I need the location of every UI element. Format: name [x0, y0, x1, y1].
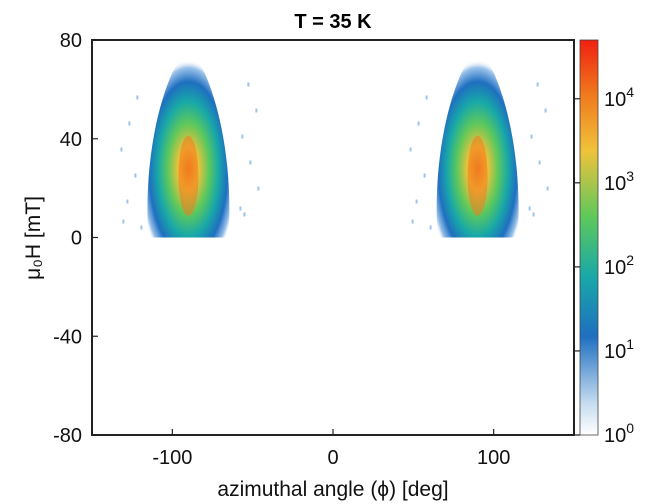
speckle: [243, 212, 246, 217]
speckle: [425, 95, 428, 100]
x-tick-label: -100: [152, 447, 192, 469]
speckle: [417, 121, 420, 126]
y-axis-label: μ₀H [mT]: [22, 196, 45, 280]
colorbar-tick-label: 102: [604, 252, 634, 279]
y-axis-ticks: -80 -40 0 40 80: [53, 30, 98, 447]
speckle: [247, 82, 250, 87]
colorbar-tick-label: 103: [604, 168, 634, 195]
speckle: [126, 199, 129, 204]
y-tick-label: 80: [60, 30, 82, 52]
y-tick-label: 40: [60, 129, 82, 151]
colorbar-tick-label: 104: [604, 84, 634, 111]
y-tick-label: -40: [53, 326, 82, 348]
y-tick-label: 0: [71, 228, 82, 250]
plot-area: [120, 56, 549, 238]
heatmap-lobe: [120, 56, 260, 238]
lobe-peak: [178, 135, 199, 216]
speckle: [532, 212, 535, 217]
colorbar-tick-label: 101: [604, 336, 634, 363]
speckle: [544, 108, 547, 113]
x-axis-label: azimuthal angle (ϕ) [deg]: [217, 478, 448, 501]
speckle: [122, 219, 125, 224]
speckle: [255, 108, 258, 113]
speckle: [241, 134, 244, 139]
speckle: [536, 82, 539, 87]
speckle: [415, 199, 418, 204]
speckle: [120, 147, 123, 152]
speckle: [128, 121, 131, 126]
colorbar: [579, 39, 599, 436]
colorbar-tick-label: 100: [604, 420, 634, 447]
speckle: [249, 160, 252, 165]
speckle: [409, 147, 412, 152]
speckle: [136, 95, 139, 100]
speckle: [257, 186, 260, 191]
x-tick-label: 100: [477, 447, 510, 469]
speckle: [546, 186, 549, 191]
speckle: [538, 160, 541, 165]
heatmap-lobes: [120, 56, 549, 238]
x-tick-label: 0: [327, 447, 338, 469]
chart-title: T = 35 K: [294, 11, 372, 33]
y-tick-label: -80: [53, 425, 82, 447]
speckle: [530, 134, 533, 139]
speckle: [134, 173, 137, 178]
lobe-peak: [467, 135, 488, 216]
speckle: [239, 206, 242, 211]
speckle: [411, 219, 414, 224]
speckle: [528, 206, 531, 211]
heatmap-lobe: [409, 56, 549, 238]
speckle: [140, 225, 143, 230]
colorbar-ticks: 100 101 102 103 104: [574, 84, 634, 447]
speckle: [423, 173, 426, 178]
x-axis-ticks: -100 0 100: [152, 429, 510, 469]
speckle: [429, 225, 432, 230]
